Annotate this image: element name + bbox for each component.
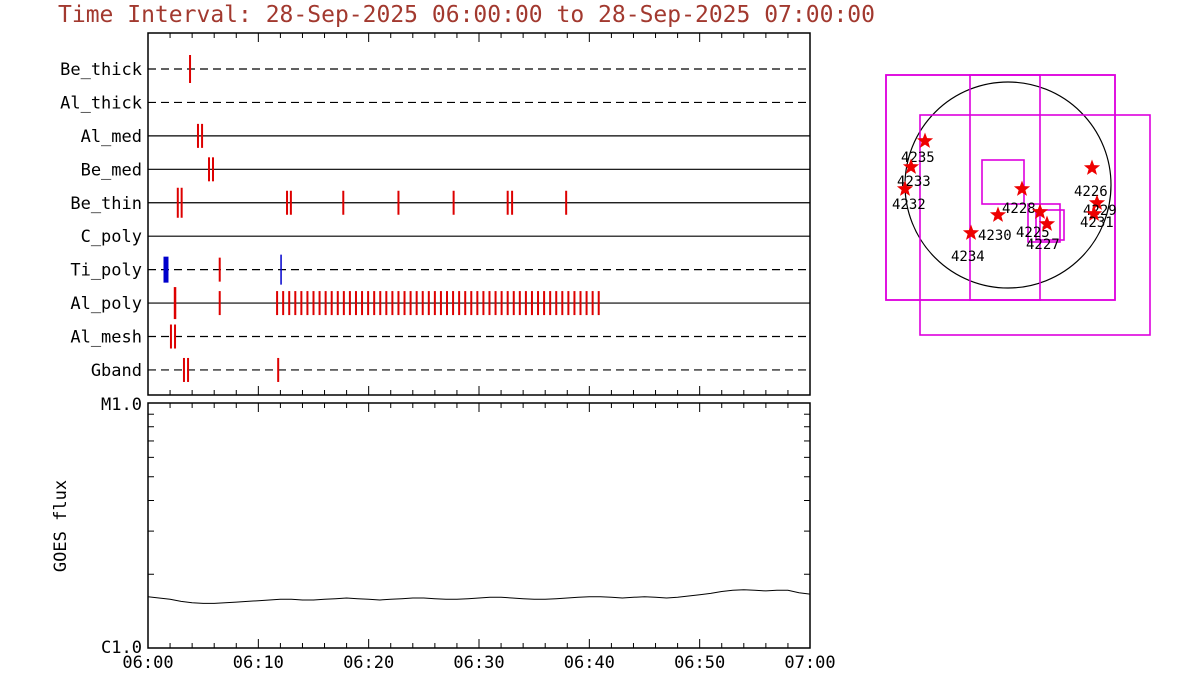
- active-region-star: [1031, 203, 1049, 219]
- xrt-fov-box: [919, 114, 1151, 336]
- filter-label-gband: Gband: [91, 361, 142, 381]
- filter-label-be_thin: Be_thin: [70, 194, 142, 214]
- active-region-star: [1083, 159, 1101, 175]
- filter-label-al_thick: Al_thick: [60, 93, 142, 113]
- filter-label-al_med: Al_med: [81, 127, 142, 147]
- x-axis-label: 06:20: [343, 653, 394, 673]
- active-region-star: [962, 224, 980, 240]
- filter-label-al_poly: Al_poly: [70, 294, 142, 314]
- active-region-star: [1088, 194, 1106, 210]
- active-region-star: [896, 180, 914, 196]
- filter-label-ti_poly: Ti_poly: [70, 261, 142, 281]
- active-region-label: 4231: [1080, 215, 1114, 231]
- x-axis-label: 06:00: [122, 653, 173, 673]
- active-region-label: 4235: [901, 150, 935, 166]
- active-region-label: 4230: [978, 228, 1012, 244]
- x-axis-label: 07:00: [784, 653, 835, 673]
- filter-label-c_poly: C_poly: [81, 227, 142, 247]
- xrt-fov-box: [1035, 209, 1065, 241]
- active-region-star: [902, 158, 920, 174]
- active-region-star: [989, 206, 1007, 222]
- active-region-label: 4227: [1026, 237, 1060, 253]
- page-title: Time Interval: 28-Sep-2025 06:00:00 to 2…: [58, 2, 875, 28]
- active-region-label: 4232: [892, 197, 926, 213]
- goes-panel: M1.0 C1.006:00 06:10 06:20 06:30 06:40 06:50 07…: [51, 395, 836, 673]
- x-axis-label: 06:10: [233, 653, 284, 673]
- filter-label-be_thick: Be_thick: [60, 60, 142, 80]
- active-region-star: [916, 132, 934, 148]
- active-region-label: 4234: [951, 249, 985, 265]
- xrt-fov-box: [1027, 203, 1061, 243]
- x-axis-label: 06:50: [674, 653, 725, 673]
- filter-label-be_med: Be_med: [81, 160, 142, 180]
- active-region-star: [1013, 180, 1031, 196]
- active-region-label: 4225: [1016, 225, 1050, 241]
- timeline-frame: [147, 32, 811, 396]
- xrt-fov-box: [969, 74, 1116, 301]
- xrt-fov-box: [981, 159, 1025, 205]
- x-axis-label: 06:40: [564, 653, 615, 673]
- active-region-label: 4228: [1002, 201, 1036, 217]
- goes-frame: [147, 402, 811, 649]
- timeline-panel: Be_thick Al_thick Al_med Be_med Be_thin C_pol…: [60, 32, 811, 396]
- active-region-star: [1038, 215, 1056, 231]
- xrt-fov-box: [885, 74, 1041, 301]
- active-region-star: [1085, 205, 1103, 221]
- goes-axis-title: GOES flux: [51, 480, 71, 572]
- goes-y-bottom-label: C1.0: [101, 638, 142, 658]
- goes-flux-curve: [147, 589, 811, 604]
- x-axis-label: 06:30: [453, 653, 504, 673]
- active-region-label: 4226: [1074, 184, 1108, 200]
- goes-y-top-label: M1.0: [101, 395, 142, 415]
- filter-label-al_mesh: Al_mesh: [70, 328, 142, 348]
